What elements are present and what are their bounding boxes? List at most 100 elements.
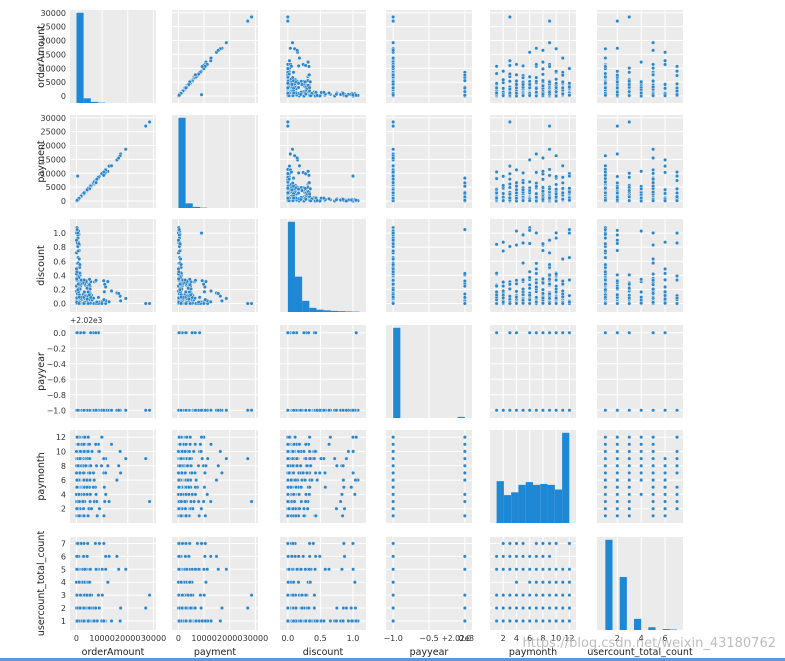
scatter-point (534, 284, 539, 289)
scatter-point (615, 180, 620, 185)
scatter-point (188, 282, 193, 287)
scatter-point (554, 153, 559, 158)
scatter-point (554, 289, 559, 294)
scatter-point (521, 301, 526, 306)
scatter-point (249, 14, 254, 19)
scatter-point (296, 81, 301, 86)
panel-orderAmount-vs-payment (172, 10, 258, 103)
scatter-point (615, 301, 620, 306)
scatter-point (494, 85, 499, 90)
scatter-point (603, 186, 608, 191)
scatter-point (554, 89, 559, 94)
scatter-point (554, 182, 559, 187)
scatter-point (639, 295, 644, 300)
scatter-point (554, 271, 559, 276)
scatter-point (303, 92, 308, 97)
scatter-point (540, 60, 545, 65)
scatter-point (501, 295, 506, 300)
scatter-point (81, 408, 86, 413)
histogram-bar (330, 310, 338, 312)
scatter-point (298, 197, 303, 202)
panel-payyear-vs-orderAmount (70, 325, 156, 418)
scatter-point (540, 189, 545, 194)
scatter-point (391, 48, 396, 53)
scatter-point (527, 179, 532, 184)
scatter-point (663, 58, 668, 63)
scatter-point (603, 93, 608, 98)
scatter-point (308, 198, 313, 203)
scatter-point (627, 66, 632, 71)
scatter-point (603, 255, 608, 260)
scatter-point (675, 170, 680, 175)
scatter-point (350, 92, 355, 97)
scatter-point (176, 238, 181, 243)
scatter-point (199, 92, 204, 97)
scatter-point (521, 287, 526, 292)
histogram-bar (294, 276, 303, 312)
scatter-point (615, 286, 620, 291)
scatter-point (547, 186, 552, 191)
scatter-point (567, 190, 572, 195)
scatter-point (547, 250, 552, 255)
scatter-point (501, 183, 506, 188)
scatter-point (651, 184, 656, 189)
scatter-point (494, 169, 499, 174)
scatter-point (521, 63, 526, 68)
scatter-point (462, 78, 467, 83)
scatter-point (295, 48, 300, 53)
scatter-point (663, 157, 668, 162)
scatter-point (391, 262, 396, 267)
scatter-point (123, 296, 128, 301)
scatter-point (391, 278, 396, 283)
scatter-point (651, 243, 656, 248)
scatter-point (93, 330, 98, 335)
scatter-point (603, 163, 608, 168)
scatter-point (76, 282, 81, 287)
scatter-point (199, 231, 204, 236)
scatter-point (507, 286, 512, 291)
scatter-point (534, 46, 539, 51)
scatter-point (285, 330, 290, 335)
scatter-point (201, 282, 206, 287)
panel-background (70, 325, 156, 418)
scatter-point (75, 174, 80, 179)
scatter-point (101, 173, 106, 178)
scatter-point (567, 299, 572, 304)
scatter-point (567, 255, 572, 260)
scatter-point (216, 48, 221, 53)
scatter-point (303, 79, 308, 84)
scatter-point (327, 408, 332, 413)
scatter-point (143, 301, 148, 306)
scatter-point (285, 186, 290, 191)
scatter-point (560, 190, 565, 195)
scatter-point (547, 79, 552, 84)
scatter-point (651, 177, 656, 182)
scatter-point (501, 69, 506, 74)
scatter-point (507, 164, 512, 169)
scatter-point (501, 280, 506, 285)
scatter-point (567, 174, 572, 179)
scatter-point (75, 231, 80, 236)
scatter-point (675, 178, 680, 183)
panel-payment-vs-payyear (386, 115, 472, 208)
scatter-point (547, 124, 552, 129)
scatter-point (527, 85, 532, 90)
scatter-point (81, 190, 86, 195)
scatter-point (177, 249, 182, 254)
scatter-point (177, 287, 182, 292)
scatter-point (307, 180, 312, 185)
scatter-point (507, 182, 512, 187)
scatter-point (663, 62, 668, 67)
scatter-point (554, 174, 559, 179)
scatter-point (560, 288, 565, 293)
scatter-point (560, 175, 565, 180)
scatter-point (193, 278, 198, 283)
scatter-point (391, 249, 396, 254)
scatter-point (147, 408, 152, 413)
histogram-bar (192, 206, 200, 208)
scatter-point (675, 69, 680, 74)
scatter-point (663, 191, 668, 196)
scatter-point (615, 248, 620, 253)
scatter-point (603, 46, 608, 51)
scatter-point (287, 72, 292, 77)
